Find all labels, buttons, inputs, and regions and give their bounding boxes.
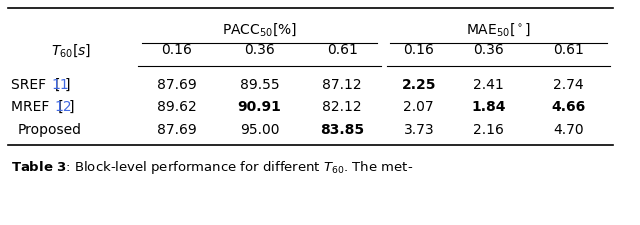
Text: 12: 12	[54, 100, 72, 114]
Text: 4.70: 4.70	[553, 123, 584, 137]
Text: Proposed: Proposed	[17, 123, 81, 137]
Text: MAE$_{50}$[$^\circ$]: MAE$_{50}$[$^\circ$]	[466, 21, 531, 38]
Text: 2.07: 2.07	[403, 100, 434, 114]
Text: 0.61: 0.61	[553, 43, 584, 57]
Text: 0.16: 0.16	[161, 43, 192, 57]
Text: ]: ]	[68, 100, 74, 114]
Text: 89.62: 89.62	[157, 100, 196, 114]
Text: 87.69: 87.69	[157, 78, 196, 92]
Text: MREF  [: MREF [	[11, 100, 63, 114]
Text: ]: ]	[65, 78, 70, 92]
Text: $\mathbf{Table\ 3}$: Block-level performance for different $T_{60}$. The met-: $\mathbf{Table\ 3}$: Block-level perform…	[11, 159, 413, 176]
Text: 11: 11	[51, 78, 69, 92]
Text: 2.25: 2.25	[401, 78, 436, 92]
Text: 90.91: 90.91	[237, 100, 282, 114]
Text: 1.84: 1.84	[472, 100, 506, 114]
Text: 4.66: 4.66	[552, 100, 586, 114]
Text: 83.85: 83.85	[320, 123, 364, 137]
Text: 3.73: 3.73	[403, 123, 434, 137]
Text: 87.69: 87.69	[157, 123, 196, 137]
Text: 0.61: 0.61	[327, 43, 358, 57]
Text: 0.36: 0.36	[474, 43, 504, 57]
Text: 0.16: 0.16	[403, 43, 434, 57]
Text: 89.55: 89.55	[239, 78, 279, 92]
Text: SREF  [: SREF [	[11, 78, 60, 92]
Text: 95.00: 95.00	[240, 123, 279, 137]
Text: 2.16: 2.16	[474, 123, 504, 137]
Text: 82.12: 82.12	[323, 100, 362, 114]
Text: 0.36: 0.36	[244, 43, 275, 57]
Text: $T_{60}$[$s$]: $T_{60}$[$s$]	[51, 42, 92, 59]
Text: PACC$_{50}$[%]: PACC$_{50}$[%]	[222, 21, 297, 38]
Text: 2.41: 2.41	[474, 78, 504, 92]
Text: 2.74: 2.74	[553, 78, 584, 92]
Text: 87.12: 87.12	[323, 78, 362, 92]
